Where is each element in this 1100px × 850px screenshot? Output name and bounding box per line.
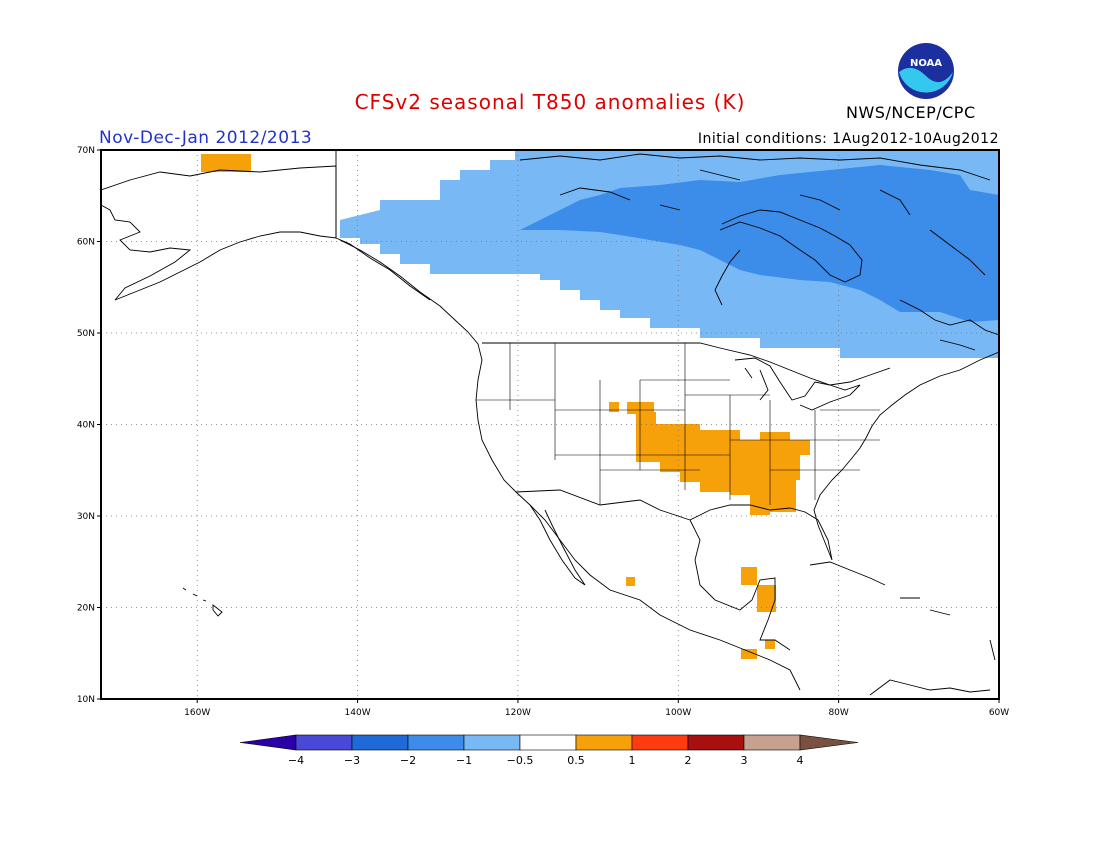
anomaly-region-pos-central-am [741,649,757,659]
noaa-logo: NOAA [898,43,954,99]
chart-title: CFSv2 seasonal T850 anomalies (K) [354,90,746,114]
lat-tick-label: 70N [77,146,95,156]
coastline-caribbean [809,561,996,661]
coastline-south-america [869,679,991,696]
colorbar-arrow-left [239,734,297,751]
coastline-pacific-nw [339,239,801,691]
us-state-lines [476,343,880,505]
lon-tick-label: 60W [989,708,1009,718]
colorbar-level-label: −1 [456,754,472,767]
coastline-arctic [519,153,991,276]
noaa-logo-text: NOAA [910,58,942,69]
coastline-baja [529,504,586,586]
coastline-gulf [689,519,791,651]
anomaly-region-neg-mid [520,165,999,322]
colorbar-box [519,734,577,751]
colorbar-box [295,734,353,751]
colorbar-level-label: −2 [400,754,416,767]
great-lakes [734,357,861,411]
lon-tick-label: 80W [828,708,848,718]
map-outlines [101,150,999,696]
anomaly-region-pos-alaska [201,154,251,172]
anomaly-shading [201,150,999,659]
coastline-alaska [101,165,337,301]
colorbar-arrow-right [799,734,859,751]
lat-tick-label: 60N [77,238,95,248]
anomaly-region-pos-mexico [626,577,635,586]
colorbar-box [351,734,409,751]
anomaly-region-pos-us [636,412,810,515]
latitude-axis: 10N 20N 30N 40N 50N 60N 70N [77,146,101,705]
coastline-labrador [899,299,999,351]
colorbar-box [743,734,801,751]
colorbar-box [407,734,465,751]
initial-conditions: Initial conditions: 1Aug2012-10Aug2012 [697,131,999,147]
coastline-us-gulf [689,351,999,561]
lat-tick-label: 40N [77,421,95,431]
colorbar-box [575,734,633,751]
colorbar-level-label: 3 [741,754,748,767]
forecast-period: Nov-Dec-Jan 2012/2013 [99,128,313,148]
colorbar-level-label: −3 [344,754,360,767]
lat-tick-label: 30N [77,512,95,522]
lon-tick-label: 100W [665,708,691,718]
coastline-hudson-bay [714,209,863,306]
anomaly-region-pos-central-am2 [765,640,775,649]
border-us-canada [482,342,891,386]
colorbar-level-label: −0.5 [507,754,534,767]
colorbar-level-label: −4 [288,754,304,767]
colorbar: −4 −3 −2 −1 −0.5 0.5 1 2 3 4 [239,734,859,767]
agency-label: NWS/NCEP/CPC [846,103,976,122]
colorbar-level-label: 4 [797,754,804,767]
lat-tick-label: 20N [77,604,95,614]
anomaly-region-pos-gulf [741,567,757,585]
anomaly-region-pos-plains-dot [609,402,619,412]
border-alaska-canada [335,150,431,301]
lat-tick-label: 10N [77,695,95,705]
anomaly-region-pos-yucatan [757,585,776,612]
lon-tick-label: 160W [184,708,210,718]
colorbar-box [463,734,521,751]
border-us-mexico [515,489,691,521]
colorbar-box [687,734,745,751]
colorbar-box [631,734,689,751]
colorbar-level-label: 2 [685,754,692,767]
colorbar-level-label: 0.5 [567,754,585,767]
lon-tick-label: 140W [345,708,371,718]
longitude-axis: 160W 140W 120W 100W 80W 60W [184,699,1009,718]
colorbar-level-label: 1 [629,754,636,767]
coastline-hawaii [182,587,223,617]
lat-tick-label: 50N [77,329,95,339]
lon-tick-label: 120W [505,708,531,718]
anomaly-region-pos-plains-dot2 [627,402,654,414]
